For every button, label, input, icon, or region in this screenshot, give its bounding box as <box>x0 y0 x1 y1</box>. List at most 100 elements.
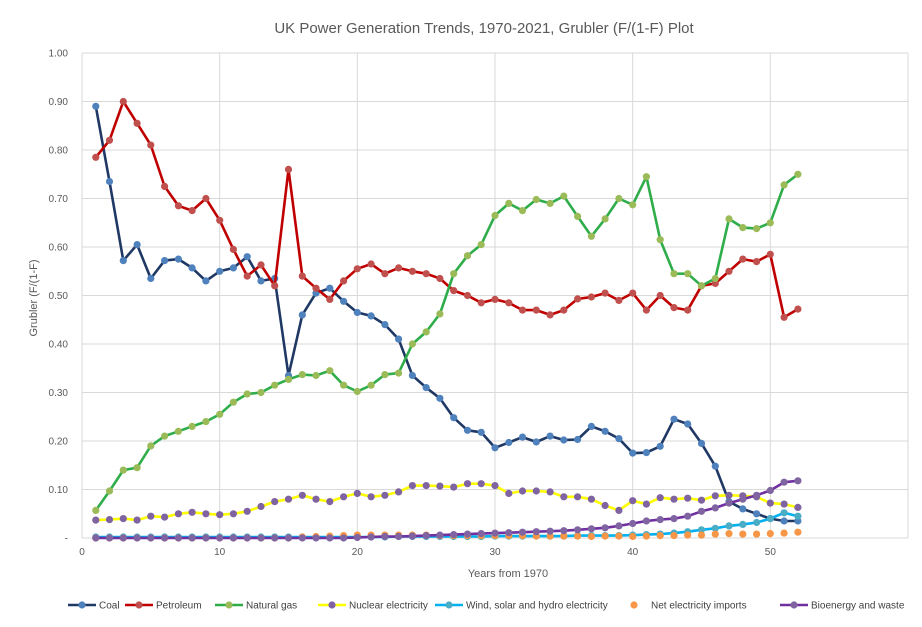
data-point-nuclear-electricity <box>766 499 774 507</box>
x-tick-label: 40 <box>627 547 639 558</box>
data-point-petroleum <box>216 216 224 224</box>
data-point-natural-gas <box>560 192 568 200</box>
data-point-nuclear-electricity <box>574 493 582 501</box>
data-point-nuclear-electricity <box>491 482 499 490</box>
data-point-petroleum <box>105 136 114 144</box>
data-point-natural-gas <box>174 427 182 435</box>
legend-swatch-marker <box>225 601 233 609</box>
legend-swatch-marker <box>445 601 453 609</box>
data-point-nuclear-electricity <box>463 480 472 488</box>
data-point-natural-gas <box>739 224 747 232</box>
data-point-coal <box>161 257 169 265</box>
data-point-natural-gas <box>477 241 485 249</box>
data-point-natural-gas <box>505 199 513 207</box>
data-point-nuclear-electricity <box>436 482 444 490</box>
data-point-nuclear-electricity <box>229 510 237 518</box>
data-point-petroleum <box>229 245 237 253</box>
data-point-petroleum <box>615 296 623 304</box>
data-point-natural-gas <box>271 381 279 389</box>
data-point-petroleum <box>92 153 100 161</box>
data-point-nuclear-electricity <box>794 503 802 511</box>
legend-swatch-marker <box>135 601 143 609</box>
data-point-coal <box>711 462 719 470</box>
data-point-petroleum <box>532 306 540 314</box>
data-point-bioenergy-and-waste <box>615 522 623 530</box>
data-point-petroleum <box>766 250 774 258</box>
x-tick-label: 50 <box>765 547 777 558</box>
data-point-net-electricity-imports <box>629 532 637 541</box>
y-tick-label: - <box>65 534 68 545</box>
data-point-natural-gas <box>243 390 251 398</box>
data-point-natural-gas <box>188 422 196 430</box>
data-point-petroleum <box>436 274 444 283</box>
data-point-natural-gas <box>753 225 761 233</box>
legend-item-wind-solar-and-hydro-electricity: Wind, solar and hydro electricity <box>435 601 608 612</box>
data-point-coal <box>505 438 513 447</box>
data-point-natural-gas <box>436 310 444 318</box>
series-line-petroleum <box>94 100 799 319</box>
data-point-nuclear-electricity <box>697 496 706 504</box>
data-point-petroleum <box>161 182 169 190</box>
data-point-bioenergy-and-waste <box>353 533 361 542</box>
data-point-bioenergy-and-waste <box>505 529 513 537</box>
data-point-nuclear-electricity <box>505 489 513 497</box>
data-point-coal <box>753 510 761 518</box>
data-point-nuclear-electricity <box>161 513 169 521</box>
data-point-bioenergy-and-waste <box>229 534 237 542</box>
data-point-natural-gas <box>257 388 265 397</box>
data-point-bioenergy-and-waste <box>766 486 774 495</box>
data-point-nuclear-electricity <box>532 487 540 495</box>
data-point-bioenergy-and-waste <box>725 499 733 507</box>
data-point-coal <box>697 439 706 447</box>
data-point-bioenergy-and-waste <box>174 534 182 542</box>
data-point-petroleum <box>147 141 155 149</box>
data-point-bioenergy-and-waste <box>780 478 788 486</box>
data-point-petroleum <box>463 291 472 300</box>
data-point-petroleum <box>560 306 568 314</box>
data-point-natural-gas <box>780 181 788 189</box>
legend-item-net-electricity-imports: Net electricity imports <box>630 601 747 612</box>
data-point-bioenergy-and-waste <box>161 534 169 542</box>
data-point-bioenergy-and-waste <box>697 507 706 515</box>
data-point-petroleum <box>243 272 251 280</box>
series-line-coal <box>94 106 798 523</box>
data-point-petroleum <box>381 270 389 278</box>
data-point-coal <box>463 426 472 434</box>
series-nuclear-electricity <box>92 480 802 524</box>
data-point-bioenergy-and-waste <box>147 534 155 542</box>
data-point-petroleum <box>794 305 802 313</box>
data-point-coal <box>491 444 499 452</box>
data-point-natural-gas <box>642 173 651 181</box>
data-point-coal <box>629 449 637 457</box>
data-point-nuclear-electricity <box>147 512 155 520</box>
data-point-bioenergy-and-waste <box>546 527 554 535</box>
data-point-petroleum <box>284 165 293 173</box>
y-tick-label: 0.90 <box>49 97 69 108</box>
data-point-natural-gas <box>697 282 706 290</box>
data-point-petroleum <box>408 267 416 275</box>
series-petroleum <box>92 97 802 321</box>
y-tick-label: 0.10 <box>49 485 69 496</box>
data-point-nuclear-electricity <box>615 506 623 514</box>
data-point-bioenergy-and-waste <box>202 534 210 542</box>
data-point-natural-gas <box>326 367 334 375</box>
data-point-natural-gas <box>711 274 719 283</box>
data-point-petroleum <box>546 311 554 319</box>
data-point-natural-gas <box>574 212 582 220</box>
data-point-coal <box>574 435 582 444</box>
legend-item-coal: Coal <box>68 601 120 612</box>
data-point-coal <box>422 384 430 392</box>
data-point-bioenergy-and-waste <box>216 534 224 542</box>
data-point-wind-solar-and-hydro-electricity <box>780 509 788 517</box>
data-point-nuclear-electricity <box>601 501 609 510</box>
data-point-natural-gas <box>615 194 623 203</box>
plot-area <box>92 97 802 542</box>
data-point-petroleum <box>684 306 692 314</box>
y-tick-label: 0.70 <box>49 194 69 205</box>
data-point-bioenergy-and-waste <box>340 534 348 542</box>
data-point-coal <box>326 284 334 292</box>
data-point-net-electricity-imports <box>560 532 568 540</box>
data-point-bioenergy-and-waste <box>243 534 251 542</box>
data-point-bioenergy-and-waste <box>312 534 320 542</box>
data-point-bioenergy-and-waste <box>711 504 719 512</box>
